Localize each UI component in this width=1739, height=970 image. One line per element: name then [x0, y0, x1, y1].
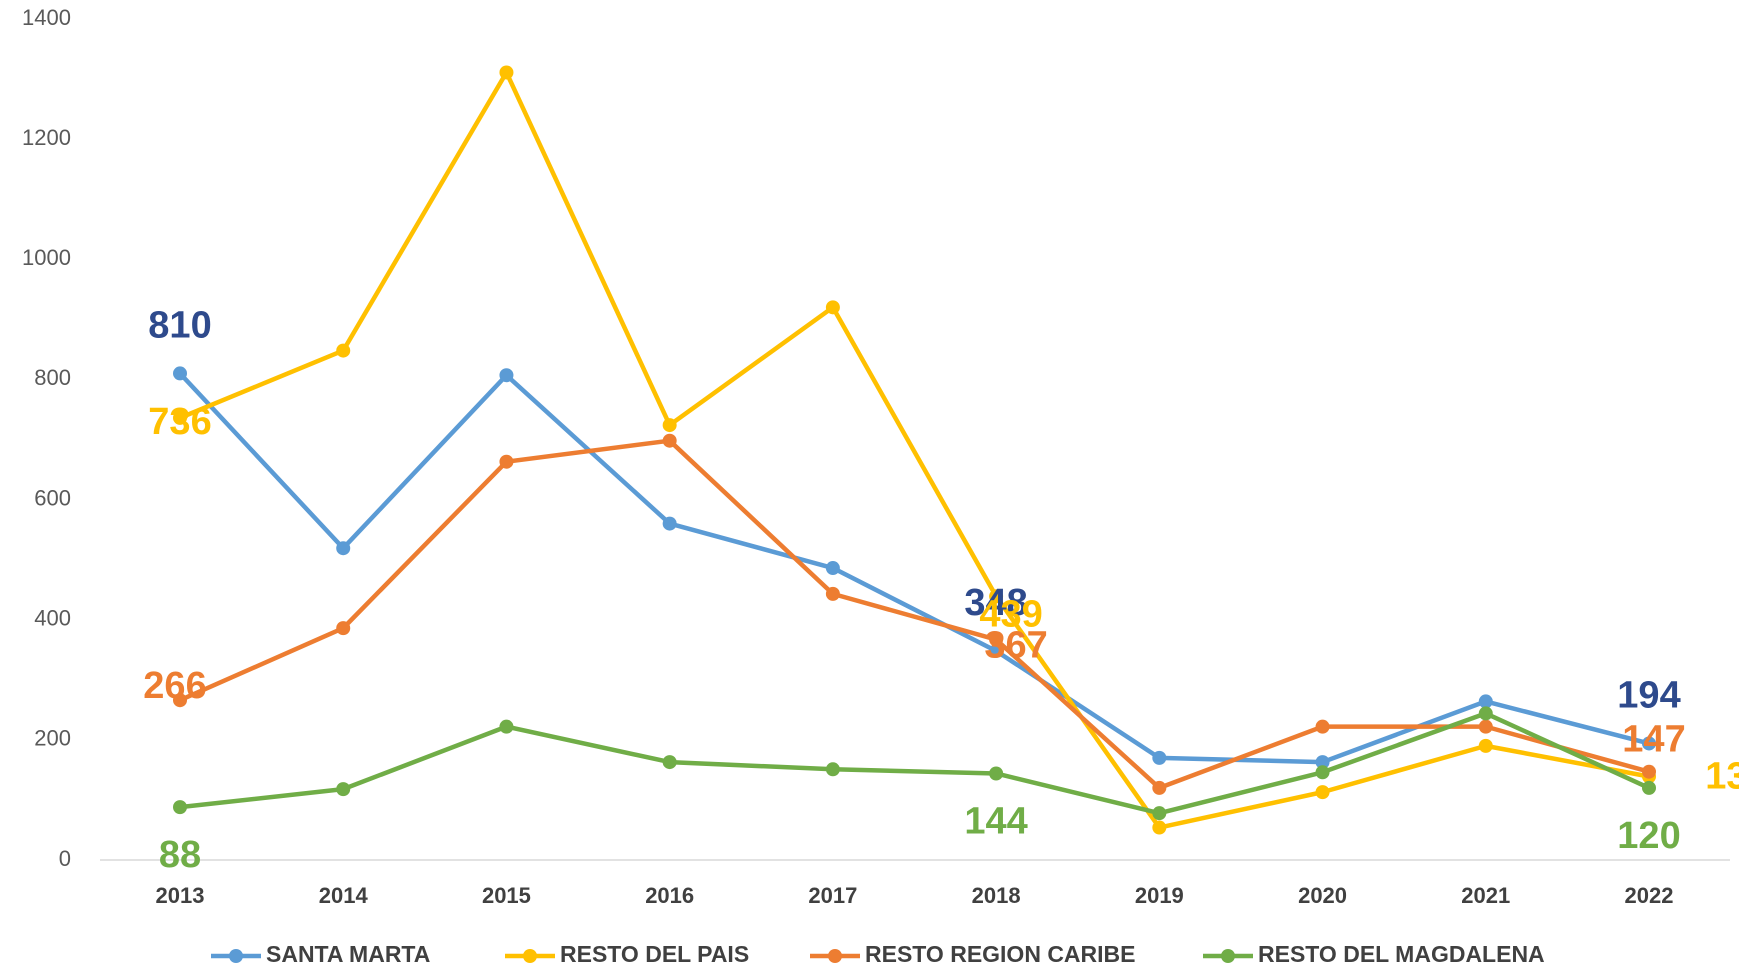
- data-point: [1478, 694, 1493, 709]
- x-tick-label: 2019: [1135, 883, 1184, 908]
- data-point: [336, 782, 351, 797]
- x-tick-label: 2013: [156, 883, 205, 908]
- y-tick-label: 1400: [22, 5, 71, 30]
- series-line: [179, 711, 1650, 816]
- x-tick-label: 2016: [645, 883, 694, 908]
- data-label: 144: [964, 801, 1027, 843]
- legend-label: SANTA MARTA: [266, 941, 430, 967]
- y-tick-label: 200: [34, 726, 71, 751]
- data-label: 810: [148, 304, 211, 346]
- data-point: [1315, 785, 1330, 800]
- legend-item: RESTO DEL MAGDALENA: [1203, 941, 1545, 967]
- legend-marker: [828, 949, 842, 963]
- series-line: [178, 371, 1650, 765]
- legend-item: RESTO DEL PAIS: [505, 941, 749, 967]
- data-point: [825, 300, 840, 315]
- data-point: [662, 433, 677, 448]
- data-point: [499, 368, 514, 383]
- data-label: 266: [143, 665, 206, 707]
- x-tick-label: 2020: [1298, 883, 1347, 908]
- data-point: [499, 65, 514, 80]
- data-point: [662, 755, 677, 770]
- data-point: [1478, 738, 1493, 753]
- legend-marker: [1221, 949, 1235, 963]
- data-point: [1642, 780, 1656, 795]
- data-point: [499, 454, 514, 469]
- data-point: [336, 541, 351, 556]
- data-point: [499, 719, 514, 734]
- series-line: [179, 70, 1650, 830]
- data-point: [1315, 755, 1330, 770]
- data-point: [336, 621, 351, 636]
- data-point: [173, 693, 187, 708]
- data-label: 88: [159, 834, 201, 876]
- x-tick-label: 2022: [1625, 883, 1674, 908]
- data-point: [173, 366, 187, 381]
- data-point: [1315, 719, 1330, 734]
- data-label: 120: [1617, 815, 1680, 857]
- x-tick-label: 2014: [319, 883, 369, 908]
- y-tick-label: 400: [34, 606, 71, 631]
- data-point: [1152, 750, 1167, 765]
- y-tick-label: 600: [34, 485, 71, 510]
- data-point: [825, 586, 840, 601]
- data-label: 194: [1617, 674, 1680, 716]
- data-point: [1642, 736, 1656, 751]
- data-point: [1152, 820, 1167, 835]
- data-point: [989, 632, 1004, 647]
- data-point: [989, 766, 1004, 781]
- y-tick-label: 1200: [22, 125, 71, 150]
- data-point: [1152, 806, 1167, 821]
- x-tick-label: 2015: [482, 883, 531, 908]
- data-point: [825, 762, 840, 777]
- legend-label: RESTO DEL MAGDALENA: [1258, 941, 1545, 967]
- data-label: 348: [964, 582, 1027, 624]
- legend-label: RESTO REGION CARIBE: [865, 941, 1136, 967]
- legend-marker: [523, 949, 537, 963]
- data-point: [662, 418, 677, 433]
- data-point: [173, 800, 187, 815]
- legend-label: RESTO DEL PAIS: [560, 941, 749, 967]
- data-point: [1642, 764, 1656, 779]
- y-tick-label: 1000: [22, 245, 71, 270]
- data-point: [989, 643, 1004, 658]
- data-label: 367: [984, 625, 1047, 667]
- data-point: [1478, 719, 1493, 734]
- series-line: [179, 438, 1650, 791]
- legend-marker: [229, 949, 243, 963]
- data-point: [825, 561, 840, 576]
- data-point: [1152, 780, 1167, 795]
- data-point: [1478, 706, 1493, 721]
- data-point: [662, 516, 677, 531]
- y-tick-label: 0: [59, 846, 71, 871]
- data-label: 139: [1705, 756, 1739, 798]
- x-tick-label: 2018: [972, 883, 1021, 908]
- y-tick-label: 800: [34, 365, 71, 390]
- legend-item: SANTA MARTA: [211, 941, 430, 967]
- data-point: [1315, 765, 1330, 780]
- data-label: 736: [148, 401, 211, 443]
- data-label: 147: [1622, 719, 1685, 761]
- legend-item: RESTO REGION CARIBE: [810, 941, 1136, 967]
- data-label: 439: [979, 593, 1042, 635]
- x-tick-label: 2021: [1461, 883, 1510, 908]
- data-point: [336, 343, 351, 358]
- data-point: [173, 410, 187, 425]
- x-tick-label: 2017: [808, 883, 857, 908]
- data-point: [989, 589, 1004, 604]
